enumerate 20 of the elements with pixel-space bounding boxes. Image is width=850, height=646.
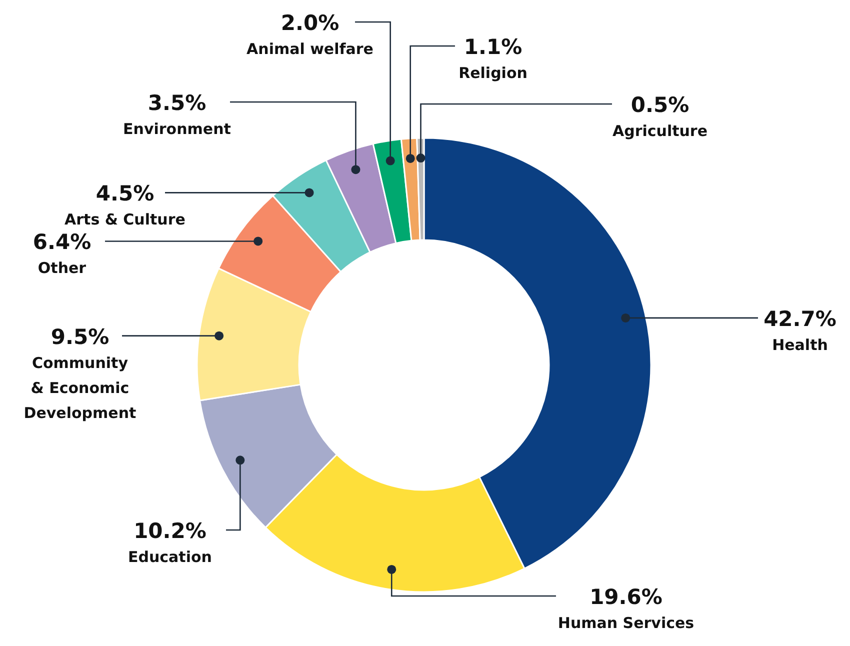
slice-label: Other: [38, 259, 87, 278]
data-label: 3.5%: [148, 91, 206, 115]
data-label: 9.5%: [50, 324, 110, 349]
data-label: 0.5%: [630, 93, 690, 117]
data-label: 10.2%: [134, 519, 206, 543]
data-label: 42.7%: [764, 306, 836, 331]
slice-label: Religion: [458, 64, 528, 82]
data-label: 19.6%: [590, 585, 662, 609]
slice-label: Education: [128, 548, 212, 566]
slice-label: Agriculture: [612, 122, 708, 140]
slice-label: Animal welfare: [246, 40, 374, 58]
slice-label: Human Services: [558, 614, 694, 632]
slice-label: Community & Economic Development: [24, 354, 136, 422]
data-label: 2.0%: [280, 11, 340, 35]
slice-label: Environment: [123, 120, 231, 138]
data-label: 6.4%: [32, 230, 92, 254]
data-label: 1.1%: [464, 35, 522, 59]
slice-label: Health: [772, 336, 828, 354]
data-label: 4.5%: [96, 182, 154, 206]
slice-label: Arts & Culture: [64, 210, 186, 229]
